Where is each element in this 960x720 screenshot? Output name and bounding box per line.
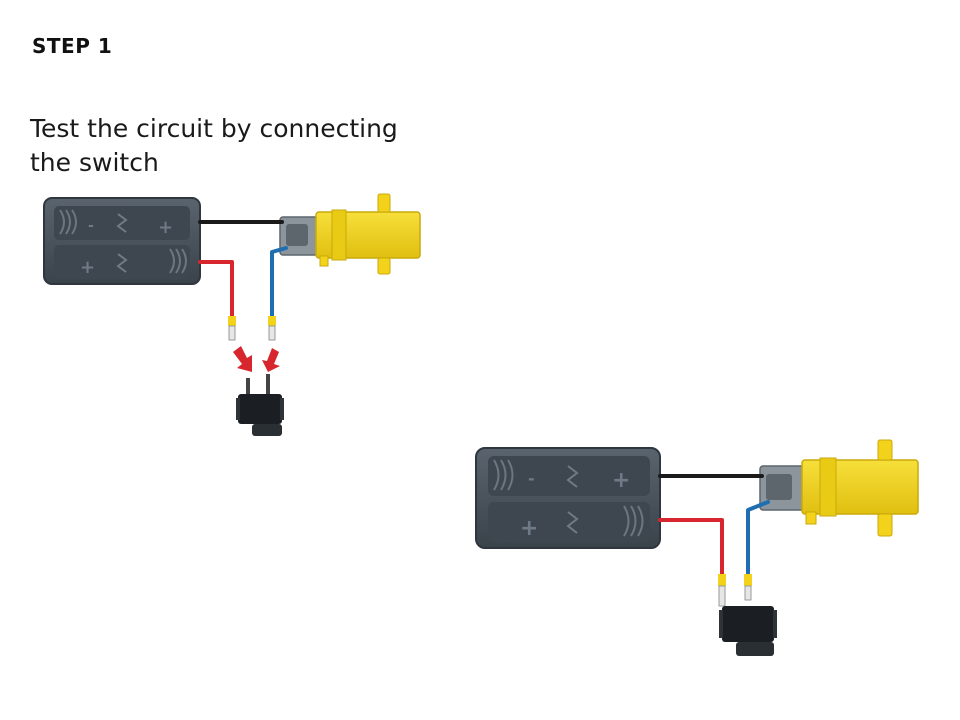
blue-wire <box>746 500 770 578</box>
battery-holder: - + + <box>475 447 661 549</box>
plus-mark: + <box>520 516 538 541</box>
plus-mark: + <box>612 468 630 493</box>
red-wire <box>198 260 234 320</box>
battery-polarity-marks: - + + <box>520 465 630 541</box>
red-wire <box>658 518 724 578</box>
wires-before <box>198 220 288 341</box>
arrow-down-icon <box>262 348 280 372</box>
gear-motor <box>279 193 421 275</box>
connect-arrows <box>233 346 280 372</box>
plus-mark: + <box>80 257 95 278</box>
blue-wire <box>270 246 288 320</box>
minus-mark: - <box>528 469 535 488</box>
arrow-down-icon <box>233 346 252 372</box>
assembly-after: - + + <box>475 439 919 656</box>
rocker-switch <box>719 606 777 656</box>
plus-mark: + <box>158 217 173 238</box>
battery-polarity-marks: - + + <box>80 213 173 278</box>
instruction-text: Test the circuit by connecting the switc… <box>30 114 398 177</box>
rocker-switch <box>236 374 284 436</box>
step-title: STEP 1 <box>32 34 113 58</box>
wires-after <box>658 474 770 607</box>
minus-mark: - <box>88 218 94 234</box>
battery-holder: - + + <box>43 197 201 285</box>
assembly-before: - + + <box>43 193 421 436</box>
gear-motor <box>759 439 919 537</box>
